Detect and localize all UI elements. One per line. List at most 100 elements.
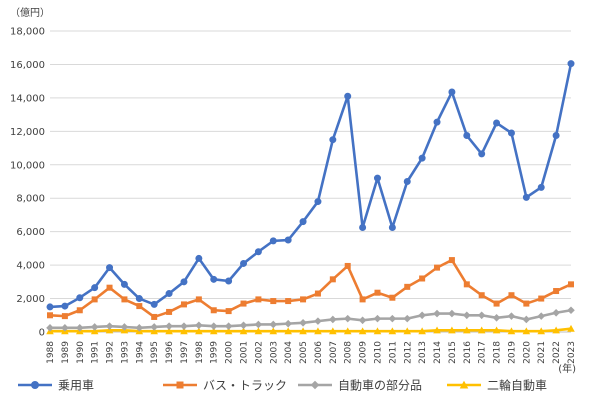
- data-point: [433, 309, 441, 318]
- x-tick-label: 2021: [537, 341, 547, 364]
- data-point: [121, 296, 128, 303]
- data-point: [403, 314, 412, 323]
- data-point: [284, 319, 292, 328]
- data-point: [329, 327, 337, 335]
- data-point: [180, 301, 187, 308]
- data-point: [224, 327, 233, 335]
- data-point: [284, 327, 292, 335]
- data-point: [553, 288, 560, 295]
- data-point: [136, 303, 143, 310]
- data-point: [463, 326, 471, 334]
- data-point: [299, 327, 307, 335]
- data-point: [225, 308, 232, 315]
- data-point: [269, 327, 278, 335]
- data-point: [448, 88, 456, 96]
- data-point: [195, 296, 202, 303]
- data-point: [254, 327, 263, 335]
- data-point: [150, 327, 158, 335]
- series-lines: [46, 60, 575, 335]
- data-point: [463, 132, 471, 140]
- legend-label: 自動車の部分品: [338, 378, 422, 393]
- data-point: [522, 327, 531, 335]
- data-point: [166, 308, 173, 315]
- data-point: [255, 296, 262, 303]
- legend-label: 二輪自動車: [487, 378, 547, 393]
- data-point: [285, 298, 292, 305]
- x-tick-label: 2015: [448, 341, 458, 364]
- x-tick-label: 2002: [254, 341, 264, 364]
- data-point: [284, 236, 292, 244]
- data-point: [300, 296, 307, 303]
- data-point: [151, 313, 158, 320]
- data-point: [343, 327, 352, 335]
- y-tick-label: 2,000: [16, 294, 45, 305]
- data-point: [478, 292, 485, 299]
- data-point: [433, 326, 441, 334]
- x-tick-label: 1997: [180, 341, 190, 364]
- data-point: [537, 183, 545, 191]
- data-point: [567, 60, 575, 68]
- x-tick-label: 2006: [314, 341, 324, 364]
- data-point: [329, 136, 337, 144]
- data-point: [61, 313, 68, 320]
- series-line: [50, 327, 572, 333]
- data-point: [269, 237, 277, 245]
- data-point: [568, 281, 574, 288]
- x-tick-label: 1990: [76, 341, 86, 364]
- legend-item: 乗用車: [18, 379, 94, 393]
- data-point: [165, 290, 173, 298]
- x-tick-label: 2014: [433, 341, 443, 364]
- x-tick-label: 2019: [507, 341, 517, 364]
- data-point: [239, 327, 248, 335]
- data-point: [478, 150, 486, 158]
- legend-item: バス・トラック: [163, 379, 287, 393]
- x-tick-label: 1993: [120, 341, 130, 364]
- data-point: [105, 326, 114, 334]
- data-point: [522, 315, 531, 324]
- data-point: [299, 218, 307, 226]
- x-tick-label: 1995: [150, 341, 160, 364]
- y-tick-label: 4,000: [16, 261, 45, 272]
- legend-marker: [31, 381, 39, 389]
- data-point: [567, 324, 575, 332]
- x-tick-label: 1994: [135, 341, 145, 364]
- data-point: [373, 314, 382, 323]
- y-axis-unit: （億円）: [10, 6, 50, 19]
- y-tick-label: 18,000: [10, 27, 45, 38]
- data-point: [343, 314, 352, 323]
- data-point: [507, 129, 515, 137]
- data-point: [106, 284, 113, 291]
- x-tick-label: 1996: [165, 341, 175, 364]
- data-point: [180, 327, 188, 335]
- y-tick-label: 0: [39, 328, 45, 339]
- data-point: [105, 322, 114, 330]
- data-point: [463, 311, 471, 320]
- y-tick-label: 16,000: [10, 60, 45, 71]
- legend-label: 乗用車: [58, 379, 94, 393]
- data-point: [448, 257, 455, 264]
- data-point: [46, 324, 54, 332]
- data-point: [359, 223, 367, 231]
- data-point: [329, 276, 336, 283]
- x-tick-label: 2001: [240, 341, 250, 364]
- data-point: [552, 326, 560, 334]
- data-point: [240, 259, 248, 267]
- x-tick-label: 2023: [567, 341, 577, 364]
- data-point: [434, 264, 441, 271]
- data-point: [224, 322, 233, 330]
- data-point: [314, 198, 322, 206]
- data-point: [46, 303, 54, 311]
- data-point: [90, 327, 99, 335]
- data-point: [388, 314, 397, 323]
- x-axis-unit: (年): [558, 362, 576, 375]
- data-point: [537, 327, 546, 335]
- data-point: [493, 300, 500, 307]
- data-point: [180, 278, 188, 286]
- data-point: [299, 319, 307, 327]
- data-point: [225, 277, 233, 285]
- data-point: [492, 326, 501, 334]
- x-tick-label: 2020: [522, 341, 532, 364]
- data-point: [195, 321, 203, 330]
